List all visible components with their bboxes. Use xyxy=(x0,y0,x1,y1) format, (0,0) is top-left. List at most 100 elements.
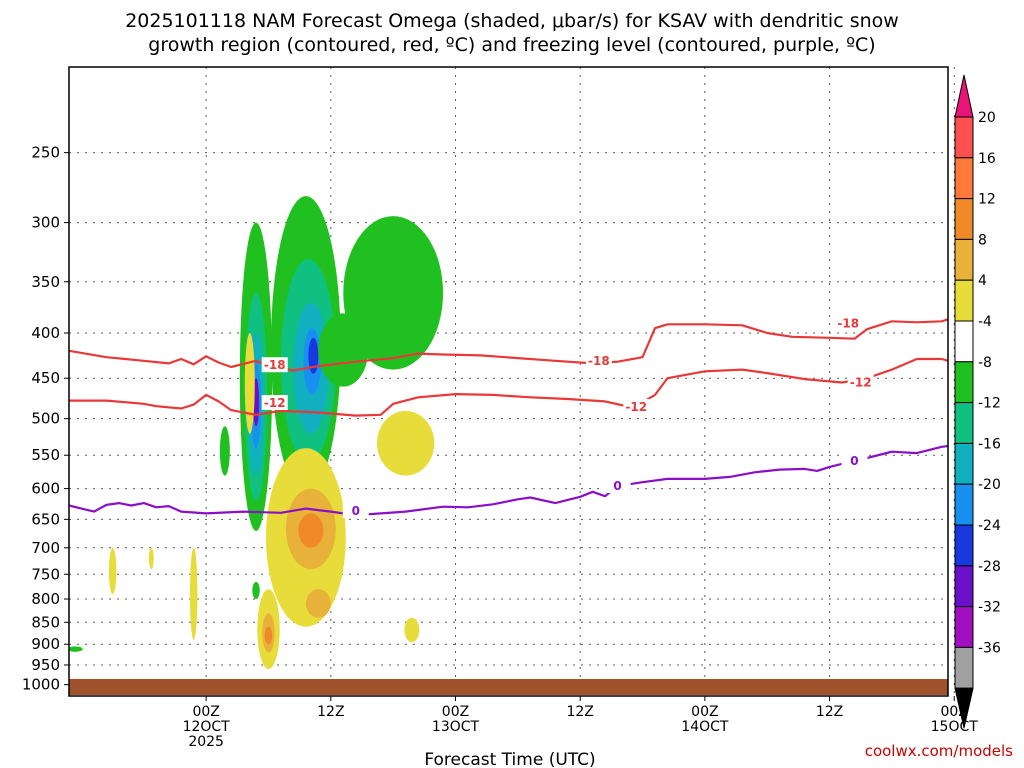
plot-frame xyxy=(68,66,949,697)
x-tick-label: 12Z xyxy=(317,704,344,720)
contour-label-bg xyxy=(261,357,288,373)
y-tick-label: 450 xyxy=(31,369,60,387)
x-tick-label: 13OCT xyxy=(432,719,480,735)
omega-region xyxy=(244,333,255,434)
colorbar-label: -12 xyxy=(978,396,1001,412)
contour-label: 0 xyxy=(613,479,621,493)
omega-region xyxy=(376,410,435,476)
colorbar-label: 16 xyxy=(978,151,996,167)
colorbar-swatch xyxy=(954,238,974,281)
colorbar-swatch xyxy=(954,116,974,159)
y-tick-label: 850 xyxy=(31,613,60,631)
colorbar-label: 8 xyxy=(978,232,987,248)
colorbar-label: -28 xyxy=(978,559,1001,575)
y-tick-label: 950 xyxy=(31,656,60,674)
omega-region xyxy=(343,216,444,370)
contour-label-bg xyxy=(342,502,369,518)
contour-label-bg xyxy=(585,352,612,368)
y-tick-label: 400 xyxy=(31,324,60,342)
x-tick-label: 12OCT xyxy=(183,719,231,735)
colorbar-swatch xyxy=(954,402,974,444)
contour-label-bg xyxy=(604,478,631,494)
y-tick-label: 700 xyxy=(31,539,60,557)
x-tick-label: 00Z xyxy=(442,704,469,720)
colorbar-label: -32 xyxy=(978,600,1001,616)
colorbar-swatch xyxy=(954,483,974,526)
grid xyxy=(69,67,955,696)
temperature-contours: -18 -18 -18 -12 -12 -12 0 0 0 xyxy=(69,315,948,518)
contour-label: -12 xyxy=(264,396,286,410)
y-tick-label: 900 xyxy=(31,635,60,653)
omega-region xyxy=(148,547,154,570)
x-tick-label: 00Z xyxy=(691,704,718,720)
colorbar-label: -20 xyxy=(978,477,1001,493)
omega-region xyxy=(108,547,117,595)
omega-region xyxy=(305,589,331,618)
y-tick-label: 600 xyxy=(31,480,60,498)
omega-region xyxy=(264,626,273,645)
colorbar-top-arrow xyxy=(954,74,974,118)
colorbar-swatch xyxy=(954,606,974,648)
colorbar-swatch xyxy=(954,198,974,240)
omega-region xyxy=(318,313,369,387)
ground-band xyxy=(69,679,948,695)
contour-label-bg xyxy=(847,374,874,390)
colorbar-label: -16 xyxy=(978,436,1001,452)
colorbar-label: 12 xyxy=(978,192,996,208)
colorbar-swatch xyxy=(954,320,974,363)
y-tick-label: 550 xyxy=(31,446,60,464)
contour-line xyxy=(69,444,948,517)
colorbar-swatch xyxy=(954,157,974,200)
x-tick-label: 12Z xyxy=(816,704,843,720)
omega-region xyxy=(298,513,324,548)
colorbar: 20 16 12 8 4 -4 -8 -12 -16 -20 -24 -28 -32 -36 xyxy=(954,74,1001,729)
colorbar-label: -8 xyxy=(978,355,992,371)
y-tick-label: 250 xyxy=(31,144,60,162)
contour-label-bg xyxy=(261,394,288,410)
contour-label-bg xyxy=(835,315,862,331)
omega-region xyxy=(404,617,420,643)
omega-shading xyxy=(69,196,444,669)
chart-title-line2: growth region (contoured, red, ºC) and f… xyxy=(148,34,876,56)
contour-label: -18 xyxy=(264,358,286,372)
omega-region xyxy=(69,646,83,652)
omega-region xyxy=(308,337,319,374)
y-axis: 250 300 350 400 450 500 550 600 650 700 750 800 850 9… xyxy=(22,144,69,694)
omega-region xyxy=(219,426,230,476)
contour-label: -12 xyxy=(850,375,872,389)
x-axis-title: Forecast Time (UTC) xyxy=(424,750,595,768)
x-tick-label: 14OCT xyxy=(681,719,729,735)
y-tick-label: 800 xyxy=(31,590,60,608)
colorbar-swatch xyxy=(954,565,974,608)
colorbar-swatch xyxy=(954,279,974,322)
colorbar-label: 4 xyxy=(978,273,987,289)
y-tick-label: 650 xyxy=(31,510,60,528)
contour-label: 0 xyxy=(850,454,858,468)
omega-region xyxy=(189,547,198,640)
contour-label: -18 xyxy=(588,354,610,368)
y-tick-label: 750 xyxy=(31,565,60,583)
y-tick-label: 300 xyxy=(31,214,60,232)
x-tick-label: 12Z xyxy=(566,704,593,720)
omega-region xyxy=(252,581,260,600)
contour-label-bg xyxy=(623,398,650,414)
colorbar-label: -4 xyxy=(978,314,992,330)
x-tick-label: 15OCT xyxy=(931,719,979,735)
y-tick-label: 350 xyxy=(31,273,60,291)
y-tick-label: 1000 xyxy=(22,676,60,694)
contour-label: -18 xyxy=(837,316,859,330)
contour-label-bg xyxy=(841,452,868,468)
contour-label: 0 xyxy=(352,504,360,518)
colorbar-bottom-arrow xyxy=(954,687,974,729)
colorbar-label: 20 xyxy=(978,110,996,126)
x-tick-label: 00Z xyxy=(192,704,219,720)
colorbar-label: -24 xyxy=(978,518,1001,534)
credit-link[interactable]: coolwx.com/models xyxy=(865,742,1013,760)
contour-label: -12 xyxy=(625,400,647,414)
contour-line xyxy=(69,318,948,372)
chart-title-line1: 2025101118 NAM Forecast Omega (shaded, μ… xyxy=(125,10,899,32)
colorbar-swatch xyxy=(954,646,974,689)
colorbar-label: -36 xyxy=(978,640,1001,656)
